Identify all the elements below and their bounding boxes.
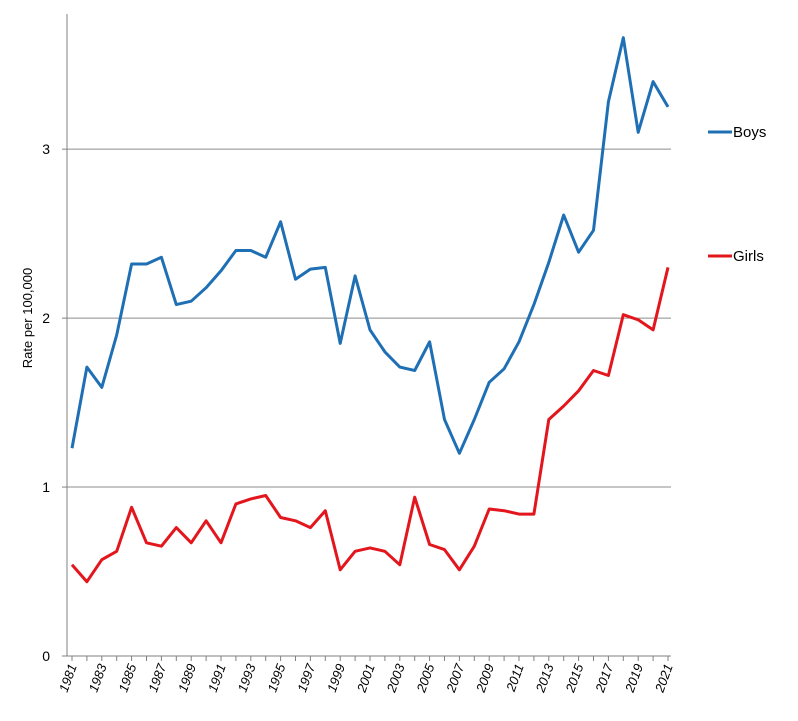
y-tick-label-3: 3 bbox=[42, 141, 50, 157]
x-tick-label-5: 1991 bbox=[205, 662, 229, 694]
x-tick-label-4: 1989 bbox=[175, 662, 199, 694]
y-tick-label-1: 1 bbox=[42, 479, 50, 495]
y-tick-labels: 0 1 2 3 bbox=[42, 141, 67, 664]
x-tick-label-20: 2021 bbox=[651, 662, 675, 695]
x-tick-label-7: 1995 bbox=[264, 661, 288, 694]
gridlines bbox=[67, 148, 671, 488]
y-tick-label-2: 2 bbox=[42, 310, 50, 326]
y-tick-label-0: 0 bbox=[42, 648, 50, 664]
series-line-boys bbox=[70, 36, 670, 455]
x-tick-label-13: 2007 bbox=[443, 661, 468, 695]
x-tick-label-18: 2017 bbox=[592, 661, 617, 695]
x-tick-label-10: 2001 bbox=[353, 662, 377, 695]
x-tick-label-0: 1981 bbox=[56, 662, 80, 694]
x-tick-label-14: 2009 bbox=[473, 662, 497, 695]
legend-label-girls: Girls bbox=[733, 248, 764, 265]
x-tick-label-2: 1985 bbox=[115, 661, 139, 694]
x-tick-label-16: 2013 bbox=[532, 661, 557, 695]
legend: Boys Girls bbox=[708, 124, 766, 265]
x-tick-label-17: 2015 bbox=[562, 661, 587, 695]
x-tick-labels: 1981 1983 1985 1987 1989 1991 1993 1995 1997 1999… bbox=[56, 656, 676, 695]
x-tick-label-12: 2005 bbox=[413, 661, 438, 695]
x-tick-label-15: 2011 bbox=[503, 662, 527, 694]
x-tick-label-9: 1999 bbox=[324, 662, 348, 694]
x-tick-label-11: 2003 bbox=[383, 661, 408, 695]
series-lines bbox=[70, 36, 670, 584]
x-tick-label-19: 2019 bbox=[622, 662, 646, 695]
y-axis-label: Rate per 100,000 bbox=[20, 268, 35, 368]
x-tick-label-6: 1993 bbox=[235, 661, 259, 694]
x-tick-label-3: 1987 bbox=[145, 661, 169, 694]
legend-label-boys: Boys bbox=[733, 124, 766, 141]
series-line-girls bbox=[70, 267, 670, 584]
x-tick-label-8: 1997 bbox=[294, 661, 318, 694]
x-tick-label-1: 1983 bbox=[86, 661, 110, 694]
